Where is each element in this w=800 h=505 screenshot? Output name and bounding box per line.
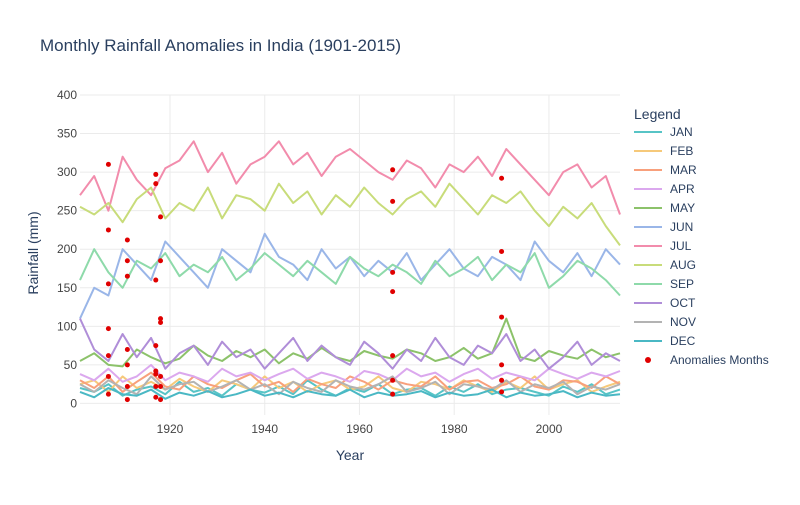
series-line-sep bbox=[79, 248, 621, 297]
anomaly-point bbox=[153, 277, 159, 283]
anomaly-point bbox=[499, 377, 505, 383]
anomaly-point bbox=[105, 161, 111, 167]
legend-swatch-anomalies bbox=[645, 357, 651, 363]
y-tick-label: 400 bbox=[57, 88, 77, 102]
series-line-dec bbox=[79, 387, 621, 400]
y-tick-label: 100 bbox=[57, 319, 77, 333]
axis-ticks: 0 50 100 150 200 250 300 350 400 1920 1940 1960 1980… bbox=[57, 88, 563, 436]
legend-item-sep: SEP bbox=[670, 277, 694, 291]
y-axis-label: Rainfall (mm) bbox=[25, 211, 41, 294]
legend: Legend JAN FEB MAR APR MAY JUN JUL AUG SEP OCT NOV… bbox=[634, 106, 769, 367]
series-line-may bbox=[79, 317, 621, 368]
anomaly-point bbox=[390, 269, 396, 275]
anomaly-point bbox=[499, 249, 505, 255]
legend-item-nov: NOV bbox=[670, 315, 696, 329]
legend-item-mar: MAR bbox=[670, 163, 697, 177]
anomaly-point bbox=[499, 314, 505, 320]
anomaly-point bbox=[153, 171, 159, 177]
anomaly-point bbox=[124, 383, 130, 389]
anomaly-point bbox=[153, 394, 159, 400]
chart-title: Monthly Rainfall Anomalies in India (190… bbox=[40, 36, 401, 55]
anomaly-point bbox=[105, 353, 111, 359]
y-tick-label: 50 bbox=[64, 358, 78, 372]
anomaly-point bbox=[158, 383, 164, 389]
anomaly-point bbox=[153, 383, 159, 389]
x-tick-label: 1920 bbox=[157, 422, 184, 436]
series-line-apr bbox=[79, 363, 621, 383]
anomaly-point bbox=[153, 368, 159, 374]
series-line-aug bbox=[79, 182, 621, 246]
x-tick-label: 1960 bbox=[346, 422, 373, 436]
series-line-nov bbox=[79, 375, 621, 396]
anomaly-point bbox=[105, 227, 111, 233]
anomaly-point bbox=[105, 373, 111, 379]
anomaly-point bbox=[105, 391, 111, 397]
anomaly-point bbox=[124, 273, 130, 279]
anomaly-point bbox=[158, 316, 164, 322]
x-tick-label: 2000 bbox=[536, 422, 563, 436]
anomaly-point bbox=[390, 353, 396, 359]
legend-item-may: MAY bbox=[670, 201, 695, 215]
legend-item-feb: FEB bbox=[670, 144, 693, 158]
anomaly-point bbox=[158, 373, 164, 379]
anomaly-point bbox=[124, 362, 130, 368]
legend-item-jun: JUN bbox=[670, 220, 693, 234]
legend-item-dec: DEC bbox=[670, 334, 696, 348]
anomaly-point bbox=[499, 175, 505, 181]
anomaly-point bbox=[390, 391, 396, 397]
anomaly-point bbox=[105, 281, 111, 287]
anomaly-point bbox=[124, 258, 130, 264]
legend-item-anomalies: Anomalies Months bbox=[670, 353, 769, 367]
anomaly-point bbox=[158, 319, 164, 325]
legend-item-jul: JUL bbox=[670, 239, 692, 253]
legend-item-apr: APR bbox=[670, 182, 695, 196]
anomaly-point bbox=[124, 346, 130, 352]
series-line-oct bbox=[79, 318, 621, 370]
x-tick-label: 1980 bbox=[441, 422, 468, 436]
y-tick-label: 300 bbox=[57, 165, 77, 179]
anomaly-point bbox=[124, 237, 130, 243]
legend-title: Legend bbox=[634, 106, 681, 122]
y-tick-label: 250 bbox=[57, 204, 77, 218]
anomaly-point bbox=[158, 214, 164, 220]
anomaly-point bbox=[390, 289, 396, 295]
series-line-jan bbox=[79, 379, 621, 397]
anomaly-point bbox=[390, 198, 396, 204]
anomaly-point bbox=[499, 362, 505, 368]
series-line-jul bbox=[79, 140, 621, 215]
x-axis-label: Year bbox=[336, 447, 365, 463]
legend-item-jan: JAN bbox=[670, 125, 693, 139]
legend-item-oct: OCT bbox=[670, 296, 696, 310]
anomaly-point bbox=[158, 397, 164, 403]
anomaly-point bbox=[390, 377, 396, 383]
anomaly-point bbox=[105, 326, 111, 332]
y-tick-label: 200 bbox=[57, 242, 77, 256]
y-tick-label: 350 bbox=[57, 127, 77, 141]
anomaly-point bbox=[124, 397, 130, 403]
y-tick-label: 0 bbox=[70, 396, 77, 410]
y-tick-label: 150 bbox=[57, 281, 77, 295]
anomaly-point bbox=[153, 181, 159, 187]
legend-item-aug: AUG bbox=[670, 258, 696, 272]
anomaly-point bbox=[499, 389, 505, 395]
anomaly-point bbox=[390, 167, 396, 173]
anomaly-point bbox=[158, 258, 164, 264]
anomaly-point bbox=[153, 343, 159, 349]
plot-area bbox=[79, 140, 621, 403]
x-tick-label: 1940 bbox=[251, 422, 278, 436]
